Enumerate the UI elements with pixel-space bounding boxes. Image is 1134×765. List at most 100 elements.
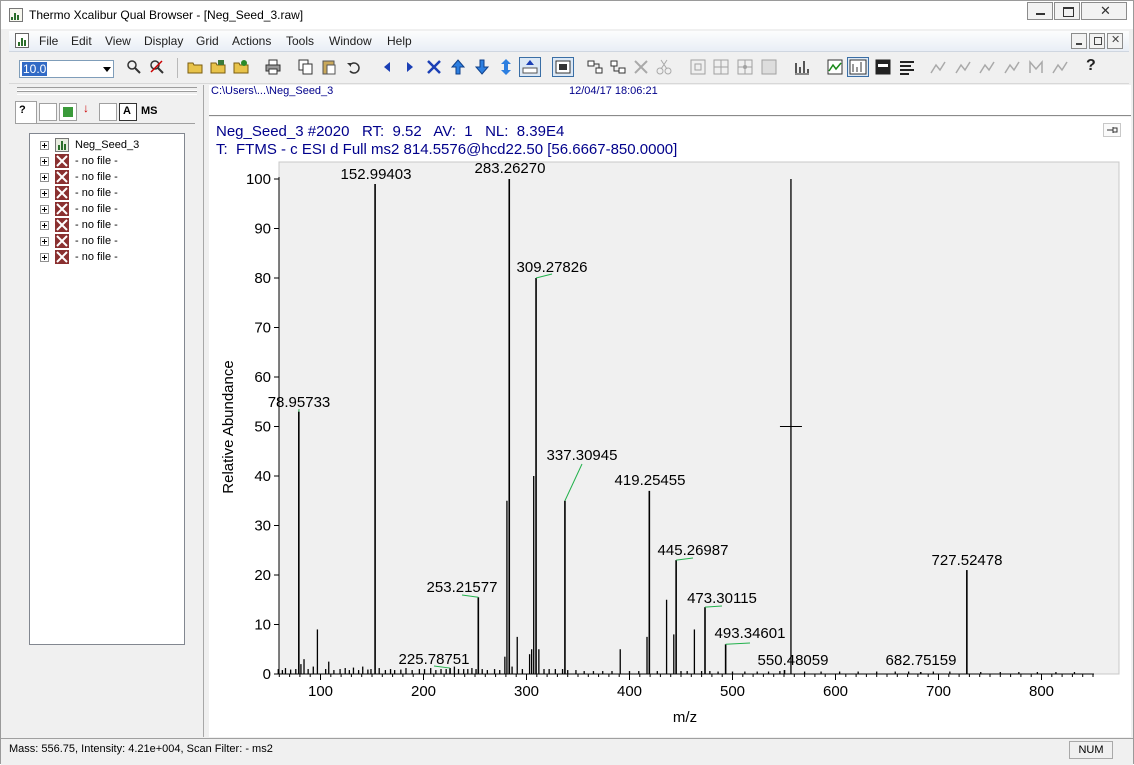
menu-view[interactable]: View — [105, 34, 131, 48]
mdi-close-button[interactable]: ✕ — [1107, 33, 1123, 49]
y-tick-label: 30 — [254, 518, 271, 535]
tool4-icon[interactable] — [1004, 59, 1020, 75]
peak-label-icon[interactable] — [794, 59, 810, 75]
delete-cell-icon[interactable] — [633, 59, 649, 75]
down-arrow-icon[interactable] — [474, 59, 490, 75]
right-arrow-icon[interactable] — [402, 59, 418, 75]
chevron-down-icon[interactable] — [103, 67, 111, 72]
num-lock-indicator: NUM — [1069, 741, 1113, 759]
no-file-icon — [55, 218, 69, 232]
file-tree[interactable]: Neg_Seed_3 - no file - - no file - - no … — [29, 133, 185, 645]
zoom-combo-box[interactable]: 10.0 — [19, 60, 114, 78]
updown-icon[interactable] — [498, 59, 514, 75]
spectrum-icon[interactable] — [827, 59, 843, 75]
expand-icon[interactable] — [40, 173, 49, 182]
status-text: Mass: 556.75, Intensity: 4.21e+004, Scan… — [9, 743, 273, 755]
y-tick-label: 60 — [254, 369, 271, 386]
open-icon[interactable] — [187, 59, 203, 75]
expand-icon[interactable] — [40, 157, 49, 166]
peak-label: 445.26987 — [658, 542, 729, 559]
menu-actions[interactable]: Actions — [232, 34, 271, 48]
peak-label: 253.21577 — [427, 579, 498, 596]
chromatogram-icon[interactable] — [847, 57, 869, 77]
menu-display[interactable]: Display — [144, 34, 183, 48]
az-tab[interactable] — [99, 103, 117, 121]
title-bar[interactable]: Thermo Xcalibur Qual Browser - [Neg_Seed… — [1, 1, 1133, 29]
pane-grip[interactable] — [17, 91, 197, 95]
expand-icon[interactable] — [40, 237, 49, 246]
tool2-icon[interactable] — [955, 59, 971, 75]
y-tick-label: 40 — [254, 468, 271, 485]
grid2-icon[interactable] — [713, 59, 729, 75]
zoom-value: 10.0 — [22, 62, 47, 76]
autoscale-icon[interactable] — [519, 57, 541, 77]
info-tab[interactable]: ? — [15, 101, 37, 123]
expand-icon[interactable] — [40, 253, 49, 262]
grid3-icon[interactable] — [737, 59, 753, 75]
link-icon[interactable] — [587, 59, 603, 75]
zoom-icon[interactable] — [126, 59, 142, 75]
left-arrow-icon[interactable] — [379, 59, 395, 75]
map-icon[interactable] — [875, 59, 891, 75]
tool5-icon[interactable] — [1028, 59, 1044, 75]
tool6-icon[interactable] — [1052, 59, 1068, 75]
menu-window[interactable]: Window — [329, 34, 372, 48]
restore-button[interactable] — [1054, 2, 1080, 20]
report-tab[interactable] — [39, 103, 57, 121]
status-bar: Mass: 556.75, Intensity: 4.21e+004, Scan… — [1, 738, 1133, 765]
tool3-icon[interactable] — [979, 59, 995, 75]
list-icon[interactable] — [899, 59, 915, 75]
help-icon[interactable]: ? — [1083, 59, 1099, 75]
expand-icon[interactable] — [40, 141, 49, 150]
tree-item-label: Neg_Seed_3 — [75, 139, 139, 151]
ms-tab[interactable]: MS — [141, 103, 165, 121]
expand-icon[interactable] — [40, 189, 49, 198]
menu-tools[interactable]: Tools — [286, 34, 314, 48]
peak-label: 419.25455 — [615, 472, 686, 489]
x-tick-label: 100 — [308, 683, 333, 700]
tool1-icon[interactable] — [930, 59, 946, 75]
mdi-minimize-button[interactable] — [1071, 33, 1087, 49]
menu-edit[interactable]: Edit — [71, 34, 92, 48]
no-file-icon — [55, 250, 69, 264]
peak-label: 727.52478 — [932, 552, 1003, 569]
menu-help[interactable]: Help — [387, 34, 412, 48]
grid4-icon[interactable] — [761, 59, 777, 75]
fit-icon[interactable] — [426, 59, 442, 75]
export-icon[interactable] — [233, 59, 249, 75]
expand-icon[interactable] — [40, 221, 49, 230]
y-tick-label: 10 — [254, 617, 271, 634]
menu-grid[interactable]: Grid — [196, 34, 219, 48]
close-window-button[interactable]: ✕ — [1081, 2, 1127, 20]
unzoom-icon[interactable] — [149, 59, 165, 75]
expand-icon[interactable] — [40, 205, 49, 214]
text-tab[interactable]: A — [119, 103, 137, 121]
window-title: Thermo Xcalibur Qual Browser - [Neg_Seed… — [29, 8, 303, 22]
pin-link-icon[interactable] — [610, 59, 626, 75]
x-tick-label: 300 — [514, 683, 539, 700]
paste-icon[interactable] — [321, 59, 337, 75]
spectrum-panel[interactable]: Neg_Seed_3 #2020 RT: 9.52 AV: 1 NL: 8.39… — [209, 117, 1131, 737]
ms-tab-label: MS — [141, 105, 158, 117]
print-icon[interactable] — [265, 59, 281, 75]
menu-file[interactable]: File — [39, 34, 58, 48]
document-icon[interactable] — [15, 33, 29, 48]
no-file-icon — [55, 186, 69, 200]
mdi-restore-button[interactable] — [1089, 33, 1105, 49]
up-arrow-icon[interactable] — [450, 59, 466, 75]
grid-icon[interactable] — [690, 59, 706, 75]
copy-icon[interactable] — [298, 59, 314, 75]
y-tick-label: 80 — [254, 270, 271, 287]
sort-tab[interactable]: ↓ — [79, 103, 97, 121]
cell-icon[interactable] — [552, 57, 574, 77]
status-tab[interactable] — [59, 103, 77, 121]
tree-item-label: - no file - — [75, 155, 118, 167]
undo-icon[interactable] — [346, 59, 362, 75]
cut-icon[interactable] — [656, 59, 672, 75]
no-file-icon — [55, 154, 69, 168]
save-icon[interactable] — [210, 59, 226, 75]
minimize-button[interactable] — [1027, 2, 1053, 20]
path-bar: C:\Users\...\Neg_Seed_3 12/04/17 18:06:2… — [209, 85, 1131, 116]
